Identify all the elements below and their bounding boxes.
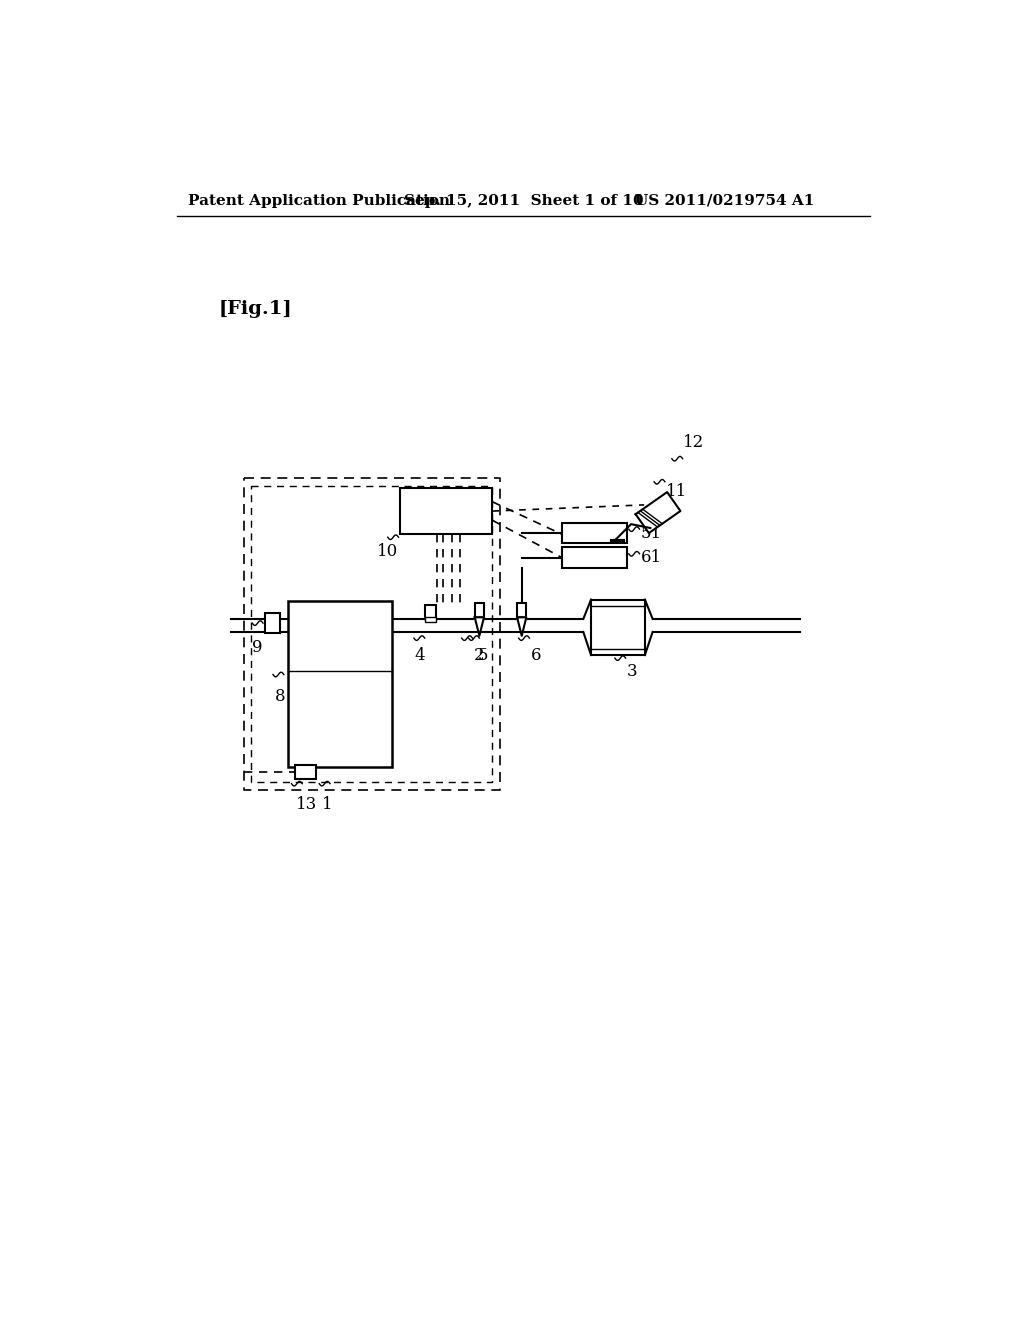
Polygon shape <box>636 492 680 533</box>
Bar <box>289 601 392 767</box>
Text: 2: 2 <box>474 647 484 664</box>
Text: 3: 3 <box>628 663 638 680</box>
Bar <box>425 605 436 619</box>
Bar <box>517 603 526 618</box>
Bar <box>264 614 280 632</box>
Text: 8: 8 <box>274 688 285 705</box>
Text: 51: 51 <box>641 524 663 541</box>
Text: 5: 5 <box>478 647 488 664</box>
Text: 10: 10 <box>377 544 398 561</box>
Text: 61: 61 <box>641 549 663 566</box>
Bar <box>425 618 436 622</box>
Bar <box>591 599 645 655</box>
Text: 4: 4 <box>414 647 425 664</box>
Bar <box>562 548 628 568</box>
Text: 11: 11 <box>666 483 687 500</box>
Bar <box>400 488 493 535</box>
Text: 12: 12 <box>683 434 703 451</box>
Bar <box>295 766 316 779</box>
Text: US 2011/0219754 A1: US 2011/0219754 A1 <box>635 194 814 207</box>
Polygon shape <box>475 618 484 636</box>
Text: Sep. 15, 2011  Sheet 1 of 10: Sep. 15, 2011 Sheet 1 of 10 <box>403 194 643 207</box>
Text: 9: 9 <box>252 639 263 656</box>
Text: 6: 6 <box>531 647 542 664</box>
Text: 1: 1 <box>323 796 333 813</box>
Text: [Fig.1]: [Fig.1] <box>219 300 293 318</box>
Text: Patent Application Publication: Patent Application Publication <box>188 194 451 207</box>
Polygon shape <box>517 618 526 636</box>
Bar <box>475 603 484 618</box>
Bar <box>562 523 628 544</box>
Text: 13: 13 <box>296 796 317 813</box>
